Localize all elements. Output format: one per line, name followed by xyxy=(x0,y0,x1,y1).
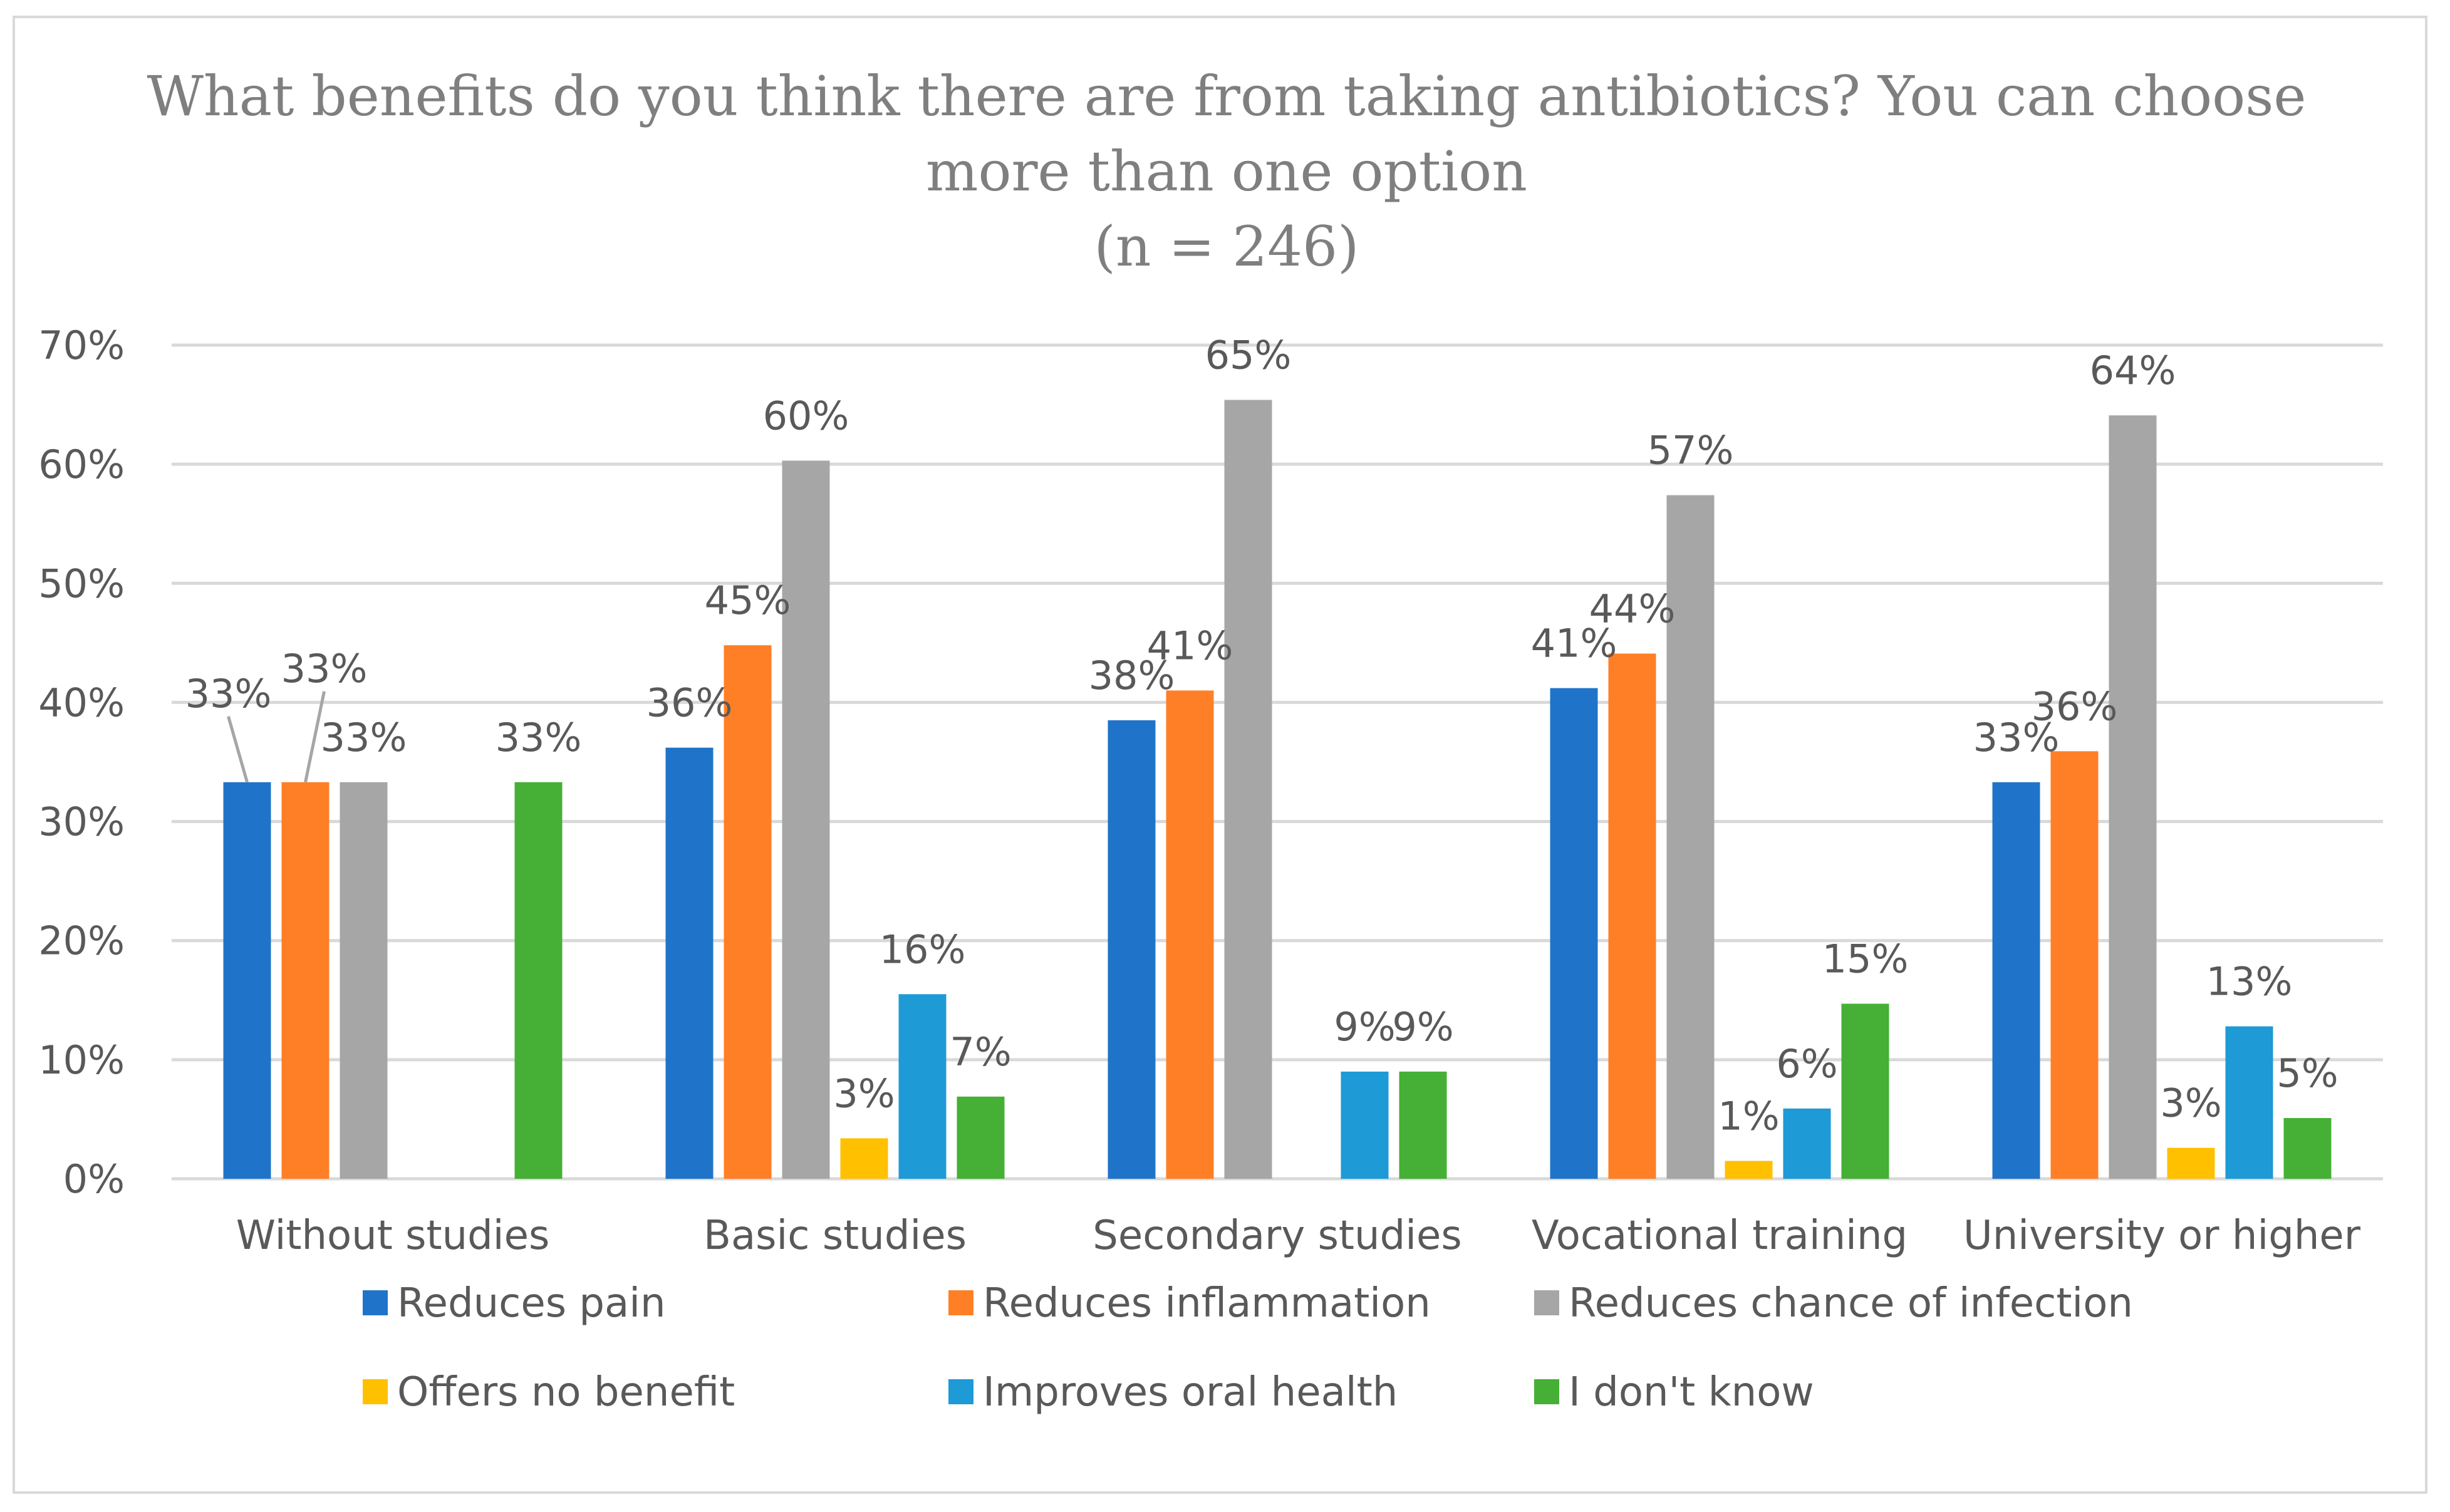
label-leader-line xyxy=(227,716,249,783)
data-label: 33% xyxy=(281,646,368,691)
data-label: 15% xyxy=(1822,936,1909,981)
chart-title-line-1: What benefits do you think there are fro… xyxy=(147,64,2306,128)
y-tick-label: 10% xyxy=(38,1037,125,1083)
bar xyxy=(2167,1147,2215,1179)
bar xyxy=(2225,1026,2273,1179)
category-label: Basic studies xyxy=(703,1213,967,1259)
category-label: Without studies xyxy=(236,1213,550,1259)
data-label: 1% xyxy=(1718,1093,1779,1139)
x-axis-categories: Without studies Basic studies Secondary st… xyxy=(236,1213,2361,1259)
category-label: Vocational training xyxy=(1532,1213,1908,1259)
bar xyxy=(223,782,271,1179)
y-tick-label: 60% xyxy=(38,442,125,487)
data-label: 45% xyxy=(705,577,791,623)
category-label: Secondary studies xyxy=(1093,1213,1461,1259)
legend-swatch xyxy=(948,1379,973,1404)
legend-swatch xyxy=(363,1290,388,1315)
legend-swatch xyxy=(1534,1379,1559,1404)
bar xyxy=(1166,690,1214,1179)
label-leader-line xyxy=(304,691,326,783)
y-tick-label: 40% xyxy=(38,680,125,725)
legend-label: Reduces chance of infection xyxy=(1569,1280,2133,1327)
bar xyxy=(340,782,388,1179)
data-label: 57% xyxy=(1648,428,1734,474)
chart-frame: What benefits do you think there are fro… xyxy=(13,16,2427,1494)
y-tick-label: 50% xyxy=(38,561,125,606)
bar xyxy=(1666,495,1715,1179)
data-label: 41% xyxy=(1531,621,1617,666)
data-label: 33% xyxy=(1973,715,2060,760)
data-label: 9% xyxy=(1392,1004,1453,1050)
legend-swatch xyxy=(948,1290,973,1315)
legend-label: Improves oral health xyxy=(983,1369,1398,1416)
data-label: 60% xyxy=(763,393,849,438)
bar xyxy=(898,994,947,1179)
bar xyxy=(1550,688,1598,1179)
data-label: 33% xyxy=(185,671,272,717)
bar xyxy=(1841,1003,1889,1179)
data-label: 36% xyxy=(2032,683,2118,729)
legend: Reduces pain Reduces inflammation Reduces … xyxy=(363,1280,2133,1416)
data-label: 7% xyxy=(950,1029,1011,1075)
data-label: 13% xyxy=(2206,959,2293,1005)
bar xyxy=(1399,1071,1447,1179)
data-label: 33% xyxy=(321,715,407,760)
data-label: 9% xyxy=(1334,1004,1395,1050)
legend-label: I don't know xyxy=(1569,1369,1814,1416)
category-label: University or higher xyxy=(1963,1213,2361,1259)
bar xyxy=(514,782,563,1179)
data-label: 64% xyxy=(2090,348,2176,393)
bar xyxy=(1608,653,1656,1179)
data-label: 16% xyxy=(880,926,966,972)
bar xyxy=(281,782,330,1179)
bar xyxy=(840,1138,888,1179)
bar-chart: What benefits do you think there are fro… xyxy=(38,64,2383,1416)
y-tick-label: 70% xyxy=(38,323,125,368)
data-label: 41% xyxy=(1147,623,1233,668)
data-label: 6% xyxy=(1776,1041,1837,1087)
bar xyxy=(665,747,714,1179)
legend-swatch xyxy=(363,1379,388,1404)
data-labels: 33%33%33% 33%36%45%60%3%16%7%38%41%65%9%9… xyxy=(185,332,2338,1139)
bar xyxy=(1992,782,2040,1179)
data-label: 5% xyxy=(2276,1050,2338,1096)
chart-title-line-3: (n = 246) xyxy=(1094,214,1359,279)
bar xyxy=(1224,400,1272,1179)
bar xyxy=(1341,1071,1389,1179)
y-axis-ticks: 0% 10% 20% 30% 40% 50% 60% 70% xyxy=(38,323,125,1202)
bar xyxy=(724,645,772,1179)
data-label: 3% xyxy=(833,1070,895,1116)
chart-title: What benefits do you think there are fro… xyxy=(147,64,2306,279)
bar xyxy=(1108,720,1156,1179)
data-label: 33% xyxy=(496,715,582,760)
legend-label: Reduces pain xyxy=(397,1280,666,1327)
data-label: 36% xyxy=(646,680,733,726)
bar xyxy=(2109,415,2157,1179)
legend-label: Reduces inflammation xyxy=(983,1280,1431,1327)
data-label: 38% xyxy=(1089,653,1175,698)
legend-label: Offers no benefit xyxy=(397,1369,735,1416)
bar xyxy=(1783,1108,1831,1179)
data-label: 3% xyxy=(2160,1080,2221,1126)
bars xyxy=(223,400,2332,1179)
bar xyxy=(782,460,830,1179)
legend-swatch xyxy=(1534,1290,1559,1315)
y-tick-label: 0% xyxy=(63,1156,125,1202)
bar xyxy=(2283,1118,2332,1179)
bar xyxy=(2050,751,2099,1179)
bar xyxy=(957,1096,1005,1179)
data-label: 44% xyxy=(1589,586,1676,631)
y-tick-label: 30% xyxy=(38,799,125,845)
y-tick-label: 20% xyxy=(38,918,125,964)
bar xyxy=(1725,1161,1773,1179)
data-label: 65% xyxy=(1205,332,1292,378)
chart-title-line-2: more than one option xyxy=(926,139,1527,204)
